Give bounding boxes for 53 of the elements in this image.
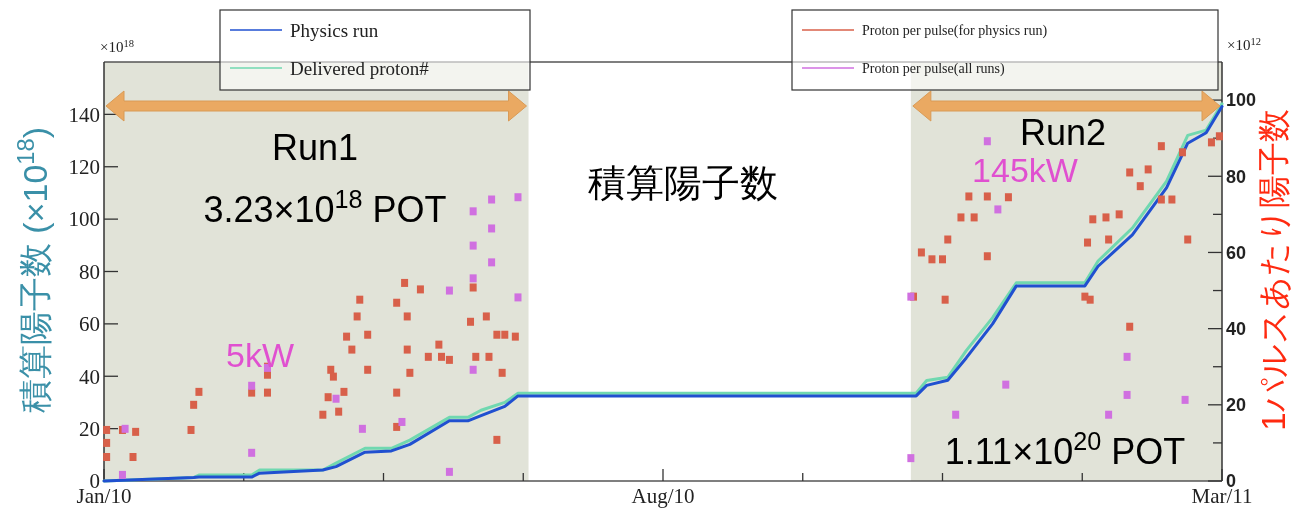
point (1002, 380, 1010, 389)
x-tick-label: Aug/10 (631, 484, 695, 508)
point (445, 286, 453, 295)
y-tick-label: 140 (68, 102, 100, 127)
band-label: Run1 (271, 127, 359, 168)
point (118, 470, 126, 479)
annotation: 3.23×10$^{18}$ POT (203, 185, 447, 230)
y-tick-label: 40 (79, 364, 100, 389)
legend-label: Physics run (290, 19, 379, 41)
y2-tick-label: 40 (1226, 318, 1247, 339)
point (952, 410, 960, 419)
y-tick-label: 120 (68, 155, 100, 180)
annotation: 1.11×10$^{20}$ POT (944, 427, 1186, 472)
point (1105, 410, 1113, 419)
legend-label: Proton per pulse(for physics run) (862, 22, 1048, 39)
point (469, 365, 477, 374)
text: ×10$^{18}$ (100, 37, 134, 55)
point (469, 274, 477, 283)
y2-tick-label: 80 (1226, 166, 1247, 187)
point (488, 258, 496, 267)
y-tick-label: 20 (79, 416, 100, 441)
y2-tick-label: 20 (1226, 395, 1247, 416)
point (994, 205, 1002, 214)
y-tick-label: 60 (79, 312, 100, 337)
point (488, 224, 496, 233)
point (1181, 395, 1189, 404)
y2-tick-label: 60 (1226, 242, 1247, 263)
point (907, 454, 915, 463)
band-label: Run2 (1019, 112, 1107, 153)
point (1123, 390, 1131, 399)
point (398, 417, 406, 426)
point (358, 424, 366, 433)
annotation: 145kW (972, 151, 1078, 189)
point (445, 467, 453, 476)
point (514, 193, 522, 202)
y-tick-label: 100 (68, 207, 100, 232)
annotation: 積算陽子数 (588, 162, 778, 204)
point (332, 394, 340, 403)
text: ×10$^{12}$ (1227, 35, 1261, 53)
annotation: 5kW (226, 336, 294, 374)
point (248, 448, 256, 457)
point (248, 381, 256, 390)
y2-axis-title: 1パルスあたり陽子数 (1255, 109, 1292, 431)
point (514, 293, 522, 302)
legend-label: Delivered proton# (290, 57, 430, 79)
point (983, 137, 991, 146)
point (469, 241, 477, 250)
point (469, 207, 477, 216)
point (1123, 352, 1131, 361)
legend-label: Proton per pulse(all runs) (862, 60, 1006, 77)
point (488, 195, 496, 204)
y2-tick-label: 100 (1226, 90, 1257, 111)
y-tick-label: 80 (79, 259, 100, 284)
